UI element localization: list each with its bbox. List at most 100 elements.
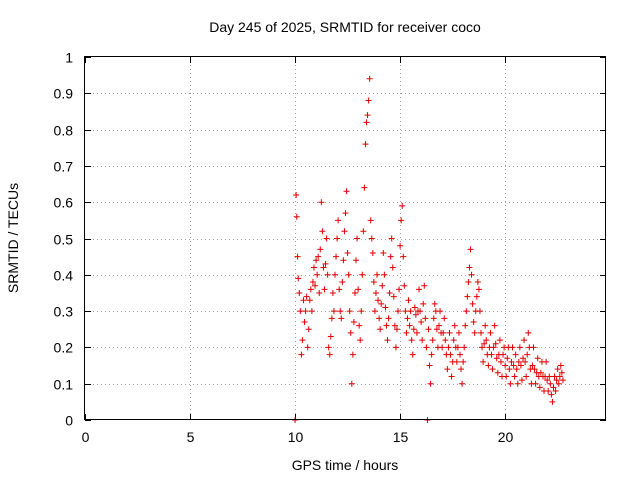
data-point — [459, 380, 466, 387]
y-tick-label: 0.9 — [54, 86, 74, 102]
data-point — [382, 304, 389, 311]
data-point — [398, 217, 405, 224]
y-tick-label: 0.3 — [54, 304, 74, 320]
data-point — [340, 257, 347, 264]
data-point — [431, 300, 438, 307]
data-point — [306, 297, 313, 304]
data-point — [404, 315, 411, 322]
data-point — [380, 250, 387, 257]
data-point — [368, 235, 375, 242]
data-point — [508, 358, 515, 365]
data-point — [355, 286, 362, 293]
data-point — [488, 351, 495, 358]
data-point — [325, 344, 332, 351]
data-point — [458, 366, 465, 373]
data-point — [301, 318, 308, 325]
data-point — [473, 293, 480, 300]
data-point — [324, 271, 331, 278]
data-point — [358, 308, 365, 315]
data-point — [356, 322, 363, 329]
data-point — [397, 242, 404, 249]
data-point — [359, 271, 366, 278]
y-tick-label: 0.2 — [54, 340, 74, 356]
data-point — [420, 300, 427, 307]
data-point — [537, 369, 544, 376]
data-point — [419, 337, 426, 344]
data-point — [531, 366, 538, 373]
data-point — [381, 271, 388, 278]
data-point — [375, 297, 382, 304]
data-point — [300, 297, 307, 304]
data-point — [293, 191, 300, 198]
data-point — [395, 308, 402, 315]
data-point — [314, 271, 321, 278]
data-point — [362, 141, 369, 148]
data-point — [389, 264, 396, 271]
data-point — [518, 377, 525, 384]
x-axis-label: GPS time / hours — [292, 457, 399, 473]
data-point — [467, 246, 474, 253]
data-point — [546, 373, 553, 380]
data-point — [399, 202, 406, 209]
data-point — [379, 282, 386, 289]
data-point — [500, 351, 507, 358]
data-point — [312, 282, 319, 289]
data-point — [331, 271, 338, 278]
data-point — [305, 326, 312, 333]
data-point — [410, 326, 417, 333]
data-point — [349, 351, 356, 358]
data-point — [416, 286, 423, 293]
data-point — [557, 362, 564, 369]
data-point — [369, 250, 376, 257]
data-point — [558, 369, 565, 376]
data-point — [485, 362, 492, 369]
data-point — [441, 315, 448, 322]
data-point — [479, 344, 486, 351]
data-point — [439, 344, 446, 351]
data-point — [492, 340, 499, 347]
data-point — [513, 366, 520, 373]
x-tick-label: 0 — [82, 429, 90, 445]
data-point — [298, 351, 305, 358]
data-point — [346, 308, 353, 315]
data-point — [401, 282, 408, 289]
plot-frame — [84, 56, 606, 420]
tick-layer: 00.10.20.30.40.50.60.70.80.910 5 10 15 20 — [54, 50, 606, 445]
data-point — [412, 311, 419, 318]
data-point — [456, 351, 463, 358]
data-point — [303, 293, 310, 300]
data-point — [334, 235, 341, 242]
data-point — [494, 369, 501, 376]
y-tick-label: 1 — [65, 50, 73, 66]
data-point — [402, 308, 409, 315]
data-point — [377, 326, 384, 333]
data-point — [426, 362, 433, 369]
data-point — [448, 373, 455, 380]
data-point — [502, 362, 509, 369]
data-point — [411, 304, 418, 311]
data-point — [482, 322, 489, 329]
data-point — [506, 366, 513, 373]
data-point — [405, 297, 412, 304]
data-point — [338, 315, 345, 322]
data-point — [496, 337, 503, 344]
data-point — [462, 322, 469, 329]
data-point — [365, 97, 372, 104]
data-point — [363, 119, 370, 126]
data-point — [507, 380, 514, 387]
data-point — [342, 210, 349, 217]
data-point — [366, 75, 373, 82]
data-point — [326, 351, 333, 358]
data-point — [299, 337, 306, 344]
data-point — [523, 373, 530, 380]
data-point — [532, 380, 539, 387]
data-point — [450, 337, 457, 344]
data-point — [429, 337, 436, 344]
data-point — [396, 286, 403, 293]
data-point — [408, 337, 415, 344]
data-point — [367, 217, 374, 224]
data-point — [453, 358, 460, 365]
data-point — [310, 264, 317, 271]
data-point — [294, 253, 301, 260]
y-tick-label: 0.7 — [54, 159, 74, 175]
